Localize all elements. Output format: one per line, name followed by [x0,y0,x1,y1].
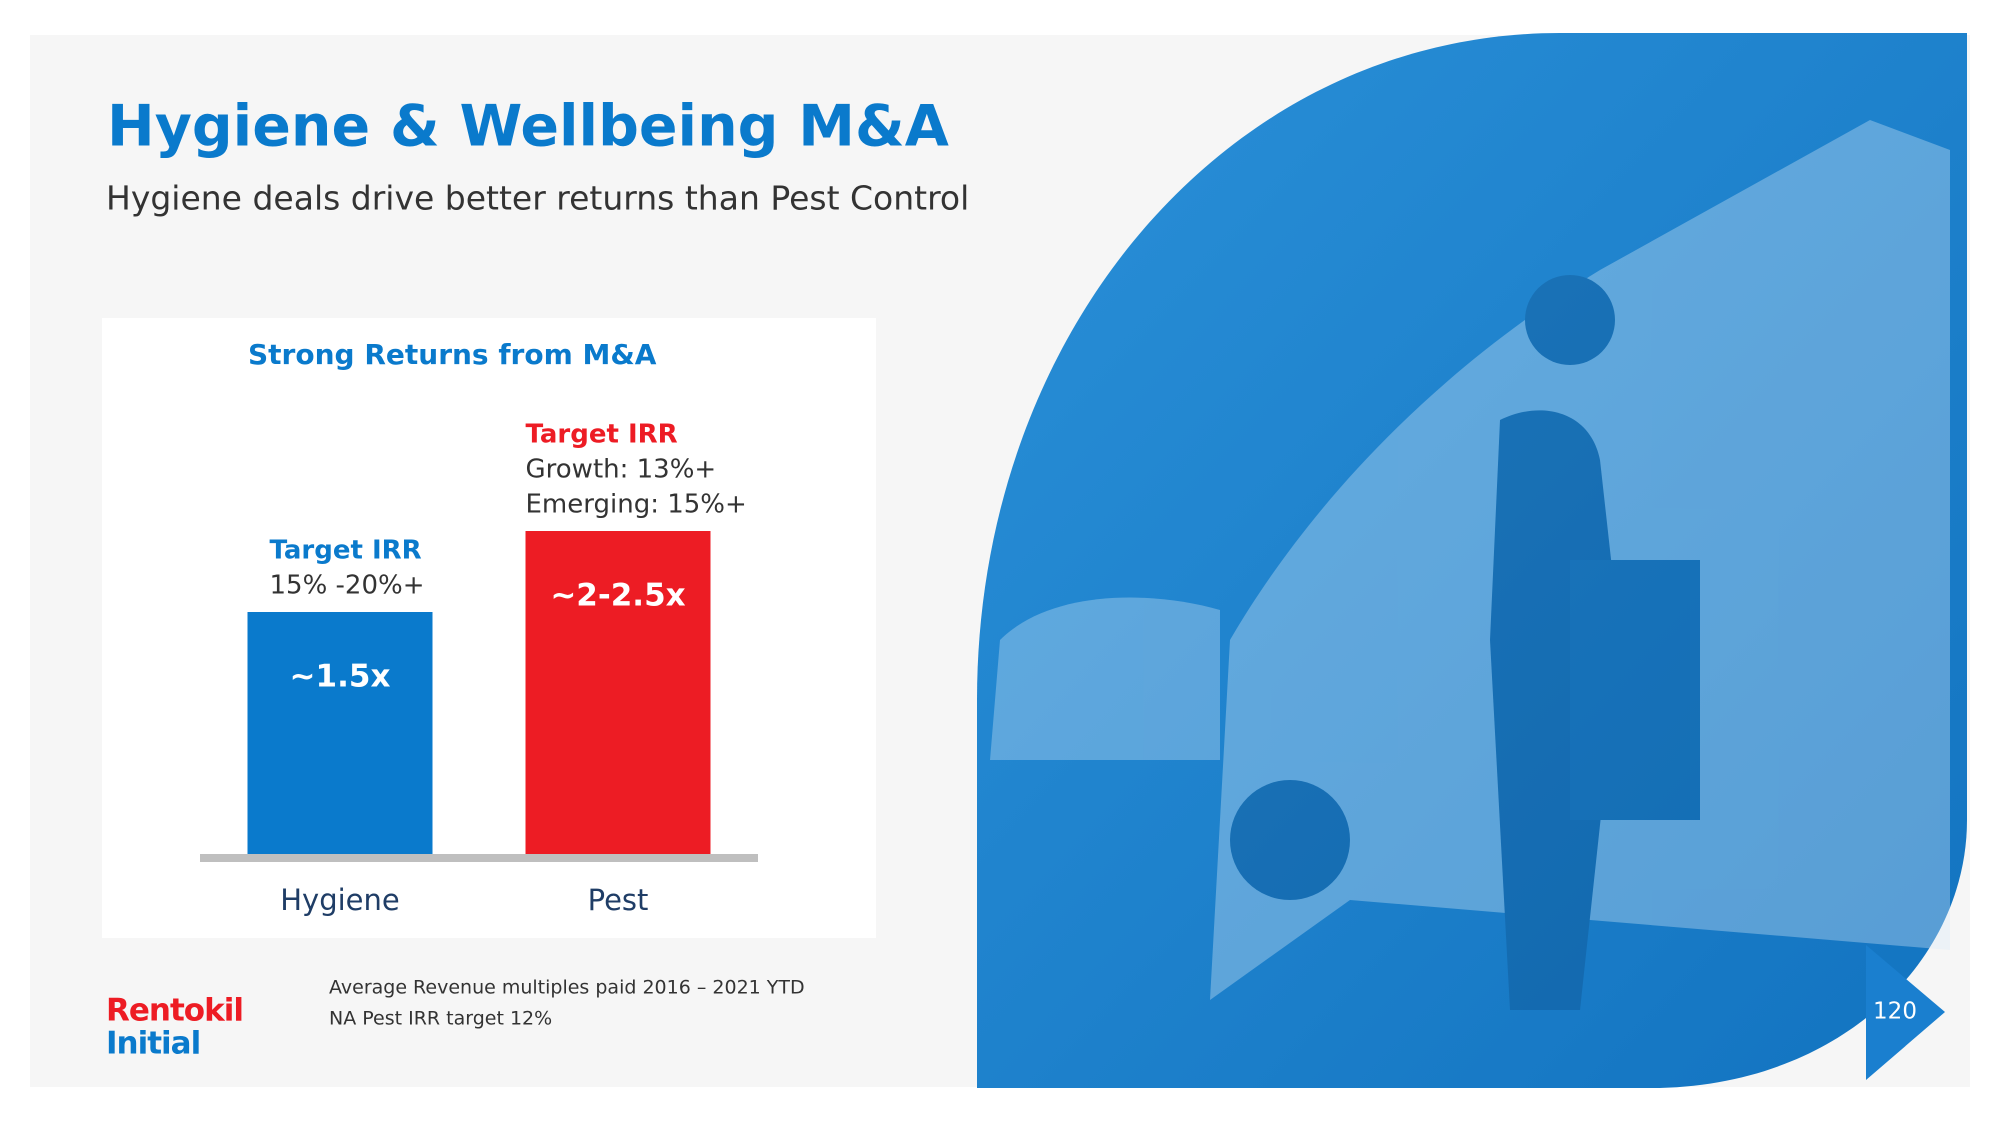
value-label: ~1.5x [290,659,391,695]
footnote: NA Pest IRR target 12% [329,1008,552,1030]
annotation-heading: Target IRR [270,536,422,566]
logo-line: Initial [106,1026,200,1062]
footnote: Average Revenue multiples paid 2016 – 20… [329,977,805,999]
page-number: 120 [1873,999,1917,1025]
baseline [200,854,758,862]
annotation-line: Growth: 13%+ [526,455,717,485]
logo-line: Rentokil [106,993,243,1029]
x-tick-label: Hygiene [280,883,400,917]
chart: ~1.5x Hygiene Target IRR 15% -20%+ ~2-2.5x Pe… [247,420,747,917]
photo-area [977,33,1967,1088]
annotation-line: Emerging: 15%+ [526,490,747,520]
bar [525,531,711,855]
x-tick-label: Pest [588,883,649,917]
annotation-heading: Target IRR [526,420,678,450]
chart-box [102,318,876,938]
slide-title: Hygiene & Wellbeing M&A [107,94,949,160]
value-label: ~2-2.5x [550,578,685,614]
page-badge [1866,945,1945,1080]
bar [247,612,433,855]
annotation-line: 15% -20%+ [270,571,425,601]
slide-subtitle: Hygiene deals drive better returns than … [106,179,969,218]
photo-shapes [990,120,1950,1011]
chart-title: Strong Returns from M&A [248,338,657,371]
